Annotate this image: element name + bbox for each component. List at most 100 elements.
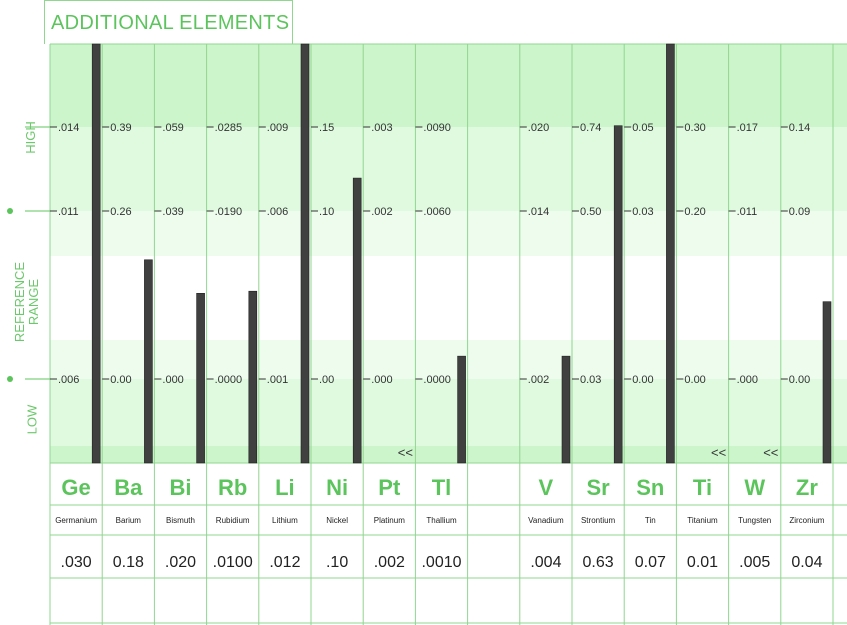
tick-label: 0.14 <box>789 122 810 134</box>
range-label: RANGE <box>26 278 41 326</box>
tick-label: .0060 <box>423 206 451 218</box>
element-result: 0.01 <box>687 554 718 571</box>
element-result: .0100 <box>213 554 253 571</box>
bar-sn <box>666 43 675 464</box>
tick-label: 0.50 <box>580 206 601 218</box>
element-name: Titanium <box>687 516 718 525</box>
reference-label: REFERENCE <box>12 261 27 343</box>
band-6 <box>50 446 847 463</box>
tick-label: 0.00 <box>789 374 810 386</box>
tick-label: .039 <box>162 206 183 218</box>
tick-label: 0.26 <box>110 206 131 218</box>
reference-range-label: REFERENCE RANGE <box>12 257 41 347</box>
element-symbol: Sr <box>586 475 610 500</box>
band-3 <box>50 256 847 340</box>
element-symbol: Pt <box>378 475 401 500</box>
bar-li <box>300 43 310 464</box>
bar-rb <box>248 290 258 464</box>
element-result: 0.63 <box>583 554 614 571</box>
element-name: Bismuth <box>166 516 195 525</box>
reference-dot <box>7 376 13 382</box>
bar-zr <box>822 301 832 464</box>
tick-label: 0.03 <box>580 374 601 386</box>
band-2 <box>50 211 847 256</box>
tick-label: 0.20 <box>684 206 705 218</box>
element-symbol: Ba <box>114 475 143 500</box>
tick-label: 0.39 <box>110 122 131 134</box>
tick-label: 0.00 <box>110 374 131 386</box>
tick-label: 0.74 <box>580 122 601 134</box>
band-4 <box>50 340 847 379</box>
tick-label: .006 <box>58 374 79 386</box>
below-range-flag: << <box>711 445 726 460</box>
element-result: 0.18 <box>113 554 144 571</box>
tick-label: .006 <box>267 206 288 218</box>
element-name: Strontium <box>581 516 616 525</box>
bar-sr <box>613 125 623 464</box>
element-symbol: Sn <box>636 475 664 500</box>
tick-label: .0190 <box>215 206 243 218</box>
tick-label: .011 <box>58 206 79 218</box>
tick-label: 0.03 <box>632 206 653 218</box>
element-name: Vanadium <box>528 516 564 525</box>
tick-label: .017 <box>737 122 758 134</box>
bar-ba <box>144 259 153 464</box>
tick-label: .15 <box>319 122 334 134</box>
element-symbol: Li <box>275 475 295 500</box>
element-name: Barium <box>116 516 142 525</box>
tick-label: .059 <box>162 122 183 134</box>
element-symbol: Ni <box>326 475 348 500</box>
element-name: Thallium <box>426 516 457 525</box>
element-name: Rubidium <box>216 516 250 525</box>
element-result: .002 <box>374 554 405 571</box>
chart-title: ADDITIONAL ELEMENTS <box>51 12 290 34</box>
bar-ni <box>352 177 362 464</box>
tick-label: .000 <box>371 374 392 386</box>
tick-label: .014 <box>58 122 79 134</box>
element-symbol: V <box>539 475 554 500</box>
element-name: Platinum <box>374 516 405 525</box>
band-0 <box>50 44 847 127</box>
tick-label: .002 <box>371 206 392 218</box>
element-name: Lithium <box>272 516 298 525</box>
element-result: .10 <box>326 554 348 571</box>
element-result: .0010 <box>421 554 461 571</box>
element-result: .004 <box>530 554 561 571</box>
tick-label: .10 <box>319 206 334 218</box>
element-name: Germanium <box>55 516 97 525</box>
tick-label: .011 <box>737 206 758 218</box>
tick-label: .0000 <box>215 374 243 386</box>
bar-ge <box>91 43 101 464</box>
reference-dot <box>7 208 13 214</box>
tick-label: .0000 <box>423 374 451 386</box>
tick-label: .001 <box>267 374 288 386</box>
band-5 <box>50 379 847 446</box>
element-result: 0.04 <box>791 554 822 571</box>
tick-label: 0.00 <box>684 374 705 386</box>
tick-label: .014 <box>528 206 549 218</box>
element-symbol: Tl <box>432 475 452 500</box>
element-name: Zirconium <box>789 516 824 525</box>
element-symbol: Ge <box>61 475 90 500</box>
tick-label: .0090 <box>423 122 451 134</box>
element-symbol: Rb <box>218 475 247 500</box>
below-range-flag: << <box>763 445 778 460</box>
bar-bi <box>196 293 205 464</box>
element-result: .005 <box>739 554 770 571</box>
tick-label: 0.09 <box>789 206 810 218</box>
element-symbol: Zr <box>796 475 818 500</box>
tick-label: .009 <box>267 122 288 134</box>
element-name: Nickel <box>326 516 348 525</box>
high-label: HIGH <box>22 121 38 154</box>
element-name: Tin <box>645 516 656 525</box>
element-result: .020 <box>165 554 196 571</box>
element-result: .012 <box>269 554 300 571</box>
tick-label: .00 <box>319 374 334 386</box>
tick-label: 0.05 <box>632 122 653 134</box>
tick-label: 0.00 <box>632 374 653 386</box>
element-name: Tungsten <box>738 516 771 525</box>
element-symbol: Bi <box>170 475 192 500</box>
element-result: .030 <box>61 554 92 571</box>
title-box <box>44 0 293 44</box>
